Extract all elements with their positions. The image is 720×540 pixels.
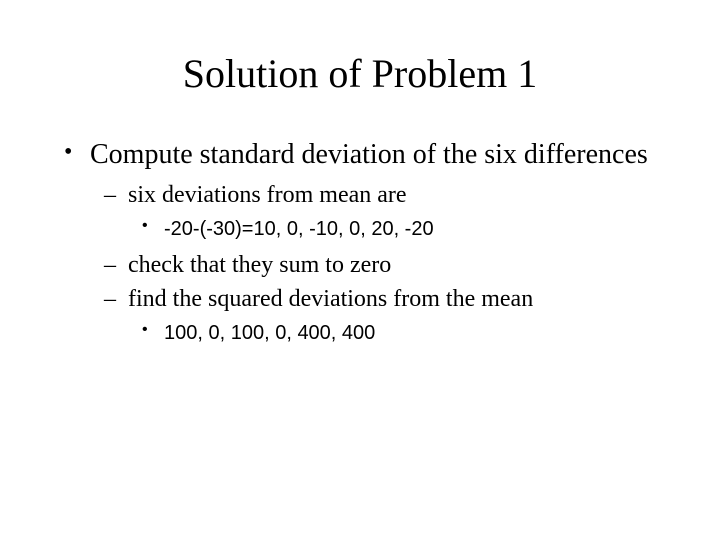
bullet-l1-text: Compute standard deviation of the six di…	[90, 139, 648, 170]
slide-title: Solution of Problem 1	[60, 50, 660, 97]
bullet-l3b-values: 100, 0, 100, 0, 400, 400	[164, 320, 660, 346]
bullet-l2-deviations: six deviations from mean are -20-(-30)=1…	[128, 180, 660, 242]
bullet-l2-check: check that they sum to zero	[128, 250, 660, 280]
bullet-l1-compute: Compute standard deviation of the six di…	[90, 137, 660, 346]
bullet-l2-squared: find the squared deviations from the mea…	[128, 284, 660, 346]
bullet-l2a-text: six deviations from mean are	[128, 182, 407, 208]
bullet-l2b-text: check that they sum to zero	[128, 252, 391, 278]
slide-container: Solution of Problem 1 Compute standard d…	[0, 0, 720, 394]
bullet-l3a-values: -20-(-30)=10, 0, -10, 0, 20, -20	[164, 216, 660, 242]
bullet-list-level2: six deviations from mean are -20-(-30)=1…	[90, 180, 660, 346]
bullet-list-level3b: 100, 0, 100, 0, 400, 400	[128, 320, 660, 346]
bullet-list-level3a: -20-(-30)=10, 0, -10, 0, 20, -20	[128, 216, 660, 242]
bullet-list-level1: Compute standard deviation of the six di…	[60, 137, 660, 346]
bullet-l2c-text: find the squared deviations from the mea…	[128, 286, 533, 312]
